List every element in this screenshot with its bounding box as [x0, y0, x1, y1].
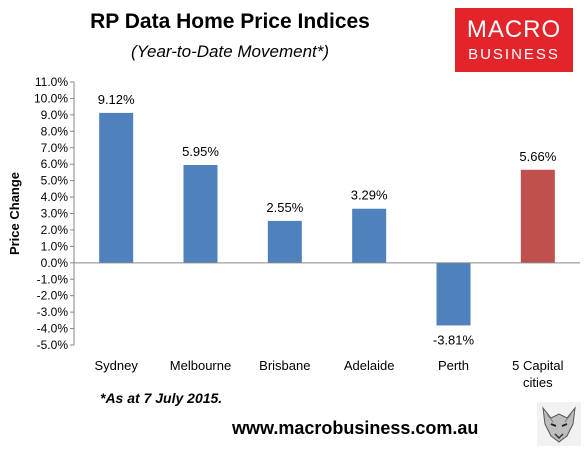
wolf-icon [537, 402, 581, 446]
data-label: 9.12% [98, 92, 135, 107]
y-tick-label: 11.0% [35, 75, 68, 89]
y-tick-label: 8.0% [41, 124, 69, 138]
bar [267, 220, 302, 263]
data-label: 5.95% [182, 144, 219, 159]
bar-chart: 11.0% 10.0% 9.0% 8.0% 7.0% 6.0% 5.0% 4.0% 3.0% 2.… [7, 75, 580, 390]
x-tick-label: Perth [438, 358, 469, 373]
y-tick-label: 3.0% [41, 207, 69, 221]
x-tick-label: Brisbane [259, 358, 310, 373]
bar [352, 208, 387, 263]
y-tick-label: 1.0% [41, 239, 69, 253]
x-tick-label: cities [523, 375, 553, 390]
data-label: 2.55% [266, 200, 303, 215]
chart-title: RP Data Home Price Indices [90, 10, 370, 33]
logo-line-2: BUSINESS [468, 46, 560, 63]
bar [436, 262, 471, 326]
y-tick-label: -4.0% [37, 322, 69, 336]
chart-subtitle: (Year-to-Date Movement*) [130, 42, 330, 61]
x-tick-label: Sydney [94, 358, 138, 373]
data-label: 5.66% [519, 149, 556, 164]
y-tick-label: 5.0% [41, 174, 69, 188]
y-tick-label: 6.0% [41, 157, 69, 171]
logo-line-1: MACRO [466, 16, 562, 43]
y-tick-label: 0.0% [41, 256, 69, 270]
y-tick-label: 2.0% [41, 223, 69, 237]
y-tick-label: -2.0% [37, 289, 69, 303]
website-url: www.macrobusiness.com.au [232, 418, 479, 438]
data-label: -3.81% [433, 332, 475, 347]
y-tick-label: -3.0% [37, 305, 69, 319]
y-tick-label: 7.0% [41, 141, 69, 155]
y-tick-label: 10.0% [34, 91, 68, 105]
bar [99, 112, 134, 263]
bar [183, 165, 218, 263]
x-tick-label: Melbourne [170, 358, 231, 373]
y-tick-label: -1.0% [37, 272, 69, 286]
macro-business-logo: MACRO BUSINESS [455, 8, 573, 72]
x-tick-label: 5 Capital [512, 358, 563, 373]
data-label: 3.29% [351, 188, 388, 203]
y-axis-title: Price Change [7, 172, 22, 255]
footnote: *As at 7 July 2015. [100, 390, 223, 406]
y-tick-label: 4.0% [41, 190, 69, 204]
bar [520, 169, 555, 263]
y-tick-label: -5.0% [37, 338, 69, 352]
x-tick-label: Adelaide [344, 358, 395, 373]
y-tick-label: 9.0% [41, 108, 69, 122]
